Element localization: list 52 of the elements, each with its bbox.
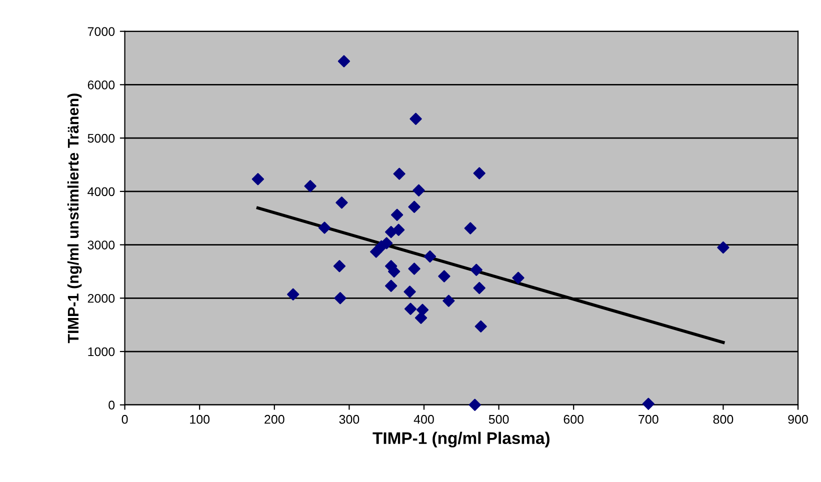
point [391,208,404,221]
point [414,312,428,324]
x-tick-label: 900 [788,414,808,424]
point [512,272,524,284]
point [287,288,300,300]
x-tick-label: 700 [638,414,658,424]
x-tick-label: 600 [564,414,584,424]
point [404,302,417,315]
point [392,224,405,236]
point [385,280,398,292]
x-tick-label: 300 [339,414,360,424]
point [473,282,486,294]
point [442,294,455,307]
y-tick-label: 3000 [88,240,115,250]
point [338,55,350,68]
x-axis-title: TIMP-1 (ng/ml Plasma) [372,432,550,448]
y-axis-title: TIMP-1 (ng/ml unstimlierte Tränen) [67,94,82,344]
y-tick-label: 0 [108,400,115,410]
point [404,286,416,298]
point [318,222,331,234]
point [470,264,482,276]
point [252,173,264,186]
point [393,168,406,180]
y-tick-label: 6000 [88,80,115,90]
point [408,262,420,275]
x-tick-label: 100 [190,414,210,424]
point [333,260,346,272]
point [473,167,486,180]
y-tick-label: 5000 [88,134,115,143]
point [304,180,316,192]
y-tick-label: 7000 [88,27,115,36]
point [474,320,487,333]
point [438,270,450,282]
x-tick-label: 0 [122,414,128,424]
y-tick-label: 2000 [88,294,115,303]
x-tick-label: 500 [488,414,509,424]
point [468,398,481,411]
point [334,292,346,304]
point [336,196,348,209]
point [370,246,382,258]
point [717,241,730,254]
x-tick-label: 200 [264,414,284,424]
y-tick-label: 4000 [88,187,115,196]
x-tick-label: 800 [713,414,734,424]
point [424,250,436,263]
y-tick-label: 1000 [88,347,115,356]
point [412,184,425,196]
x-tick-label: 400 [414,414,434,424]
point [408,200,420,213]
point [410,112,422,125]
point [464,222,476,234]
point [642,398,654,410]
